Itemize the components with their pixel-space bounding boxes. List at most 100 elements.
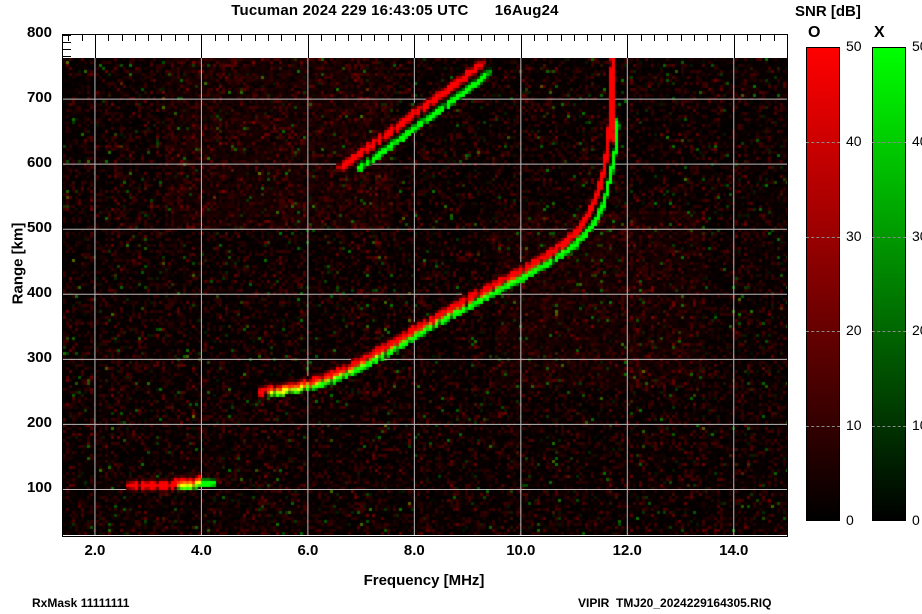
x-minor-tick [600,35,602,41]
colorbar-tick-label: 20 [846,322,862,339]
x-minor-tick [707,35,709,41]
x-minor-tick [174,35,176,41]
x-minor-tick [653,35,655,41]
colorbar-tick [806,141,840,143]
x-minor-tick [507,35,509,41]
y-tick-label: 700 [26,89,52,107]
x-minor-tick [667,35,669,41]
colorbar-tick-label: 40 [846,132,862,149]
x-minor-tick [254,35,256,41]
colorbar-tick [872,236,906,238]
x-major-tick [94,35,96,58]
x-major-tick [307,35,309,58]
colorbar-tick-label: 50 [912,38,922,54]
colorbar-tick-label: 0 [912,512,920,528]
colorbar-tick [872,426,906,428]
colorbar-tick [872,331,906,333]
y-tick-label: 400 [26,284,52,302]
x-minor-tick [401,35,403,41]
x-minor-tick [81,35,83,41]
x-major-tick [414,35,416,58]
page-title: Tucuman 2024 229 16:43:05 UTC 16Aug24 [231,2,559,19]
y-minor-tick [63,56,71,57]
top-axis-band [63,35,788,58]
x-minor-tick [693,35,695,41]
x-minor-tick [161,35,163,41]
x-minor-tick [294,35,296,41]
x-tick-label: 8.0 [403,542,425,559]
x-tick-label: 14.0 [719,542,749,559]
x-minor-tick [347,35,349,41]
x-minor-tick [680,35,682,41]
colorbar-tick-label: 20 [912,322,922,339]
colorbar-tick-label: 0 [846,512,854,528]
x-major-tick [520,35,522,58]
x-tick-label: 6.0 [297,542,319,559]
colorbar-tick [806,236,840,238]
x-minor-tick [547,35,549,41]
x-minor-tick [68,35,70,41]
x-major-tick [733,35,735,58]
x-minor-tick [560,35,562,41]
x-minor-tick [214,35,216,41]
x-minor-tick [760,35,762,41]
x-minor-tick [188,35,190,41]
y-tick-label: 100 [26,479,52,497]
x-axis-title: Frequency [MHz] [363,572,485,589]
x-minor-tick [494,35,496,41]
x-minor-tick [267,35,269,41]
x-minor-tick [440,35,442,41]
y-minor-tick [63,49,71,50]
colorbar-tick [872,141,906,143]
colorbar-tick-label: 30 [846,227,862,244]
colorbar-x-mode[interactable]: X 50 40 30 20 10 0 [872,24,922,528]
colorbar-tick-label: 50 [846,38,862,54]
y-minor-tick [63,35,71,36]
colorbar-o-mode[interactable]: O 50 40 30 20 10 0 [806,24,862,528]
x-minor-tick [640,35,642,41]
ionogram-plot-area[interactable] [63,58,787,535]
x-minor-tick [108,35,110,41]
x-minor-tick [281,35,283,41]
x-minor-tick [241,35,243,41]
echo-traces [63,58,787,535]
colorbar-o-label: O [808,24,821,41]
x-minor-tick [454,35,456,41]
footer-filename: VIPIR TMJ20_2024229164305.RIQ [578,596,772,610]
x-minor-tick [387,35,389,41]
colorbar-x-label: X [874,24,885,41]
colorbar-tick-label: 10 [912,417,922,434]
x-minor-tick [134,35,136,41]
x-minor-tick [334,35,336,41]
x-minor-tick [613,35,615,41]
x-minor-tick [574,35,576,41]
colorbar-tick-label: 40 [912,132,922,149]
x-tick-label: 2.0 [84,542,106,559]
footer-rxmask: RxMask 11111111 [32,596,130,610]
colorbar-tick [806,426,840,428]
x-major-tick [201,35,203,58]
x-tick-label: 12.0 [612,542,642,559]
x-minor-tick [480,35,482,41]
x-minor-tick [773,35,775,41]
x-minor-tick [374,35,376,41]
x-tick-label: 4.0 [190,542,212,559]
y-tick-label: 300 [26,349,52,367]
colorbar-o-gradient [806,47,840,521]
y-tick-label: 600 [26,154,52,172]
x-minor-tick [787,35,788,41]
colorbar-title: SNR [dB] [795,3,861,20]
colorbar-tick [806,331,840,333]
colorbar-tick-label: 10 [846,417,862,434]
y-minor-tick [63,42,71,43]
x-minor-tick [747,35,749,41]
x-minor-tick [361,35,363,41]
y-tick-label: 800 [26,24,52,41]
x-minor-tick [148,35,150,41]
x-minor-tick [228,35,230,41]
y-axis-title: Range [km] [9,222,27,305]
y-tick-label: 200 [26,414,52,432]
colorbar-tick-label: 30 [912,227,922,244]
x-tick-label: 10.0 [506,542,536,559]
y-tick-label: 500 [26,219,52,237]
